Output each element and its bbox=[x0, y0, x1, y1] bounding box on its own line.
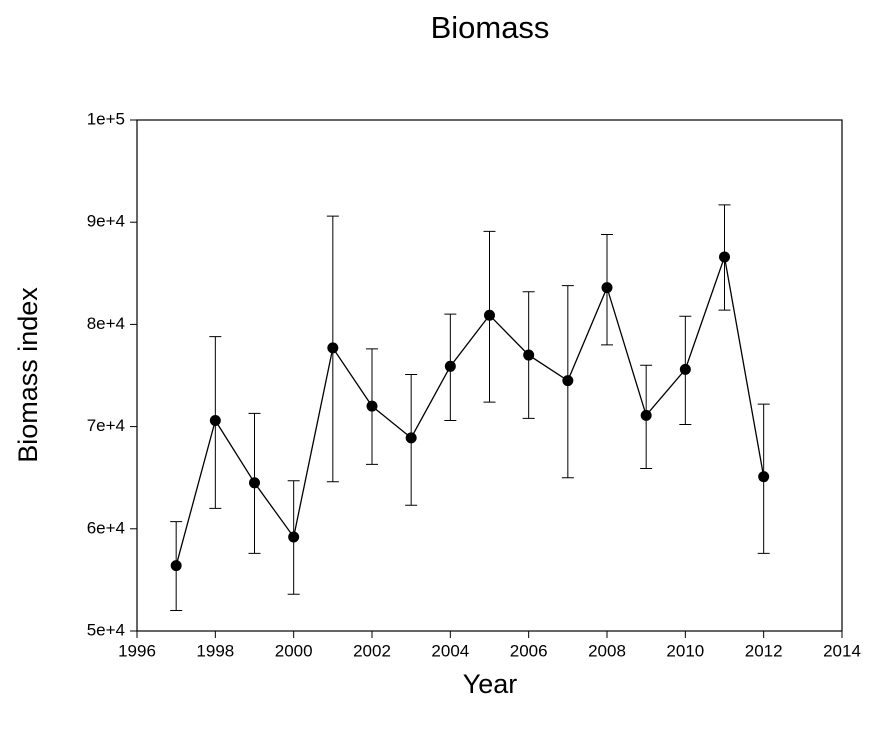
y-tick-label: 6e+4 bbox=[87, 518, 125, 537]
y-tick-label: 8e+4 bbox=[87, 314, 125, 333]
y-axis-label: Biomass index bbox=[13, 287, 43, 463]
data-point bbox=[405, 432, 417, 444]
data-point bbox=[288, 531, 300, 543]
chart-title: Biomass bbox=[431, 10, 550, 45]
data-point bbox=[170, 560, 182, 572]
x-tick-label: 2014 bbox=[823, 641, 861, 660]
x-tick-label: 2006 bbox=[510, 641, 548, 660]
x-tick-label: 2012 bbox=[745, 641, 783, 660]
x-axis-label: Year bbox=[463, 669, 518, 699]
plot-frame bbox=[136, 119, 843, 632]
y-tick-label: 5e+4 bbox=[87, 620, 125, 639]
data-line bbox=[175, 254, 765, 566]
y-tick-label: 9e+4 bbox=[87, 212, 125, 231]
x-tick-label: 2008 bbox=[588, 641, 626, 660]
data-point bbox=[327, 342, 339, 354]
data-point bbox=[209, 414, 221, 426]
data-point bbox=[679, 363, 691, 375]
y-tick-label: 7e+4 bbox=[87, 416, 125, 435]
x-tick-label: 1998 bbox=[196, 641, 234, 660]
data-point bbox=[601, 282, 613, 294]
x-tick-label: 2000 bbox=[275, 641, 313, 660]
x-tick-label: 2002 bbox=[353, 641, 391, 660]
x-tick-label: 1996 bbox=[118, 641, 156, 660]
data-point bbox=[562, 375, 574, 387]
data-point bbox=[758, 471, 770, 483]
data-point bbox=[719, 251, 730, 263]
data-point bbox=[444, 360, 456, 372]
data-point bbox=[366, 400, 378, 412]
x-tick-label: 2010 bbox=[666, 641, 704, 660]
x-tick-label: 2004 bbox=[431, 641, 469, 660]
y-tick-label: 1e+5 bbox=[87, 109, 125, 128]
data-point bbox=[640, 409, 652, 421]
data-point bbox=[484, 309, 495, 321]
data-point bbox=[523, 349, 535, 361]
data-point bbox=[249, 477, 260, 489]
